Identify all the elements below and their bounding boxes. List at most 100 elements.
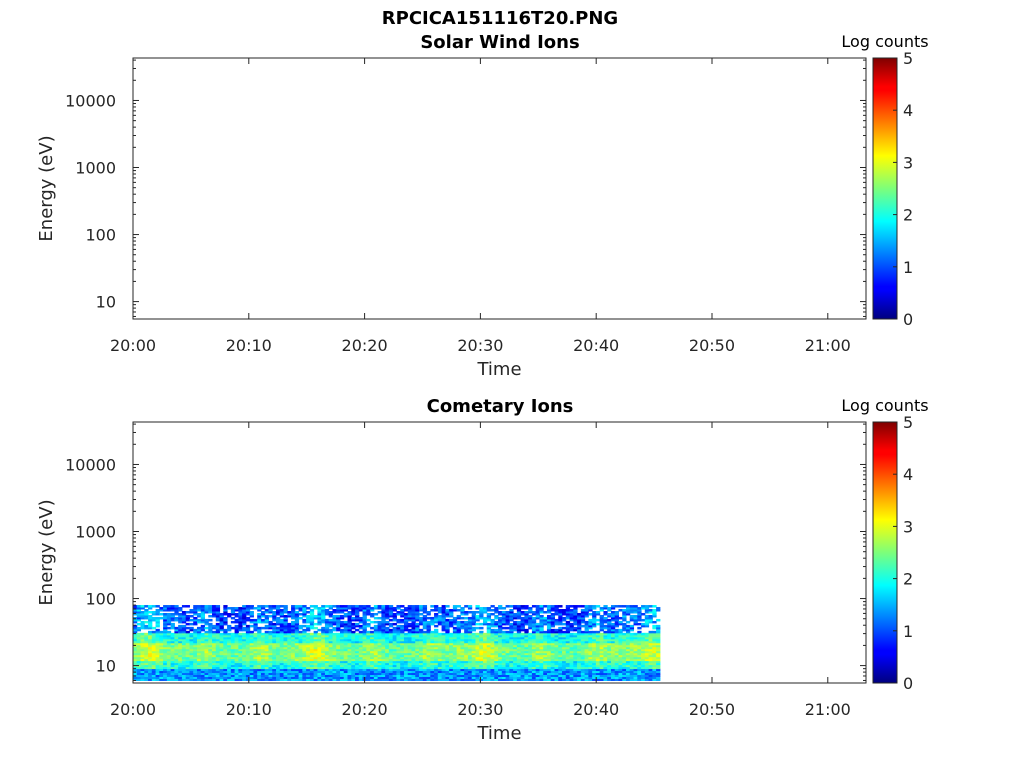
spectrogram-cell xyxy=(189,636,194,640)
spectrogram-cell xyxy=(234,654,239,658)
spectrogram-cell xyxy=(155,636,160,640)
spectrogram-cell xyxy=(215,666,221,670)
spectrogram-cell xyxy=(618,630,623,634)
spectrogram-cell xyxy=(362,642,367,646)
spectrogram-cell xyxy=(437,614,443,618)
spectrogram-cell xyxy=(366,607,371,610)
spectrogram-cell xyxy=(554,646,559,650)
spectrogram-cell xyxy=(245,636,251,640)
spectrogram-cell xyxy=(509,666,514,670)
spectrogram-cell xyxy=(347,654,352,658)
spectrogram-cell xyxy=(385,626,390,630)
spectrogram-cell xyxy=(219,678,224,681)
spectrogram-cell xyxy=(494,664,499,668)
spectrogram-cell xyxy=(279,634,285,638)
spectrogram-cell xyxy=(626,678,631,681)
spectrogram-cell xyxy=(415,656,420,660)
spectrogram-cell xyxy=(479,609,484,612)
spectrogram-cell xyxy=(434,644,439,648)
spectrogram-cell xyxy=(388,612,394,616)
spectrogram-cell xyxy=(313,607,318,610)
spectrogram-cell xyxy=(321,638,326,642)
spectrogram-cell xyxy=(415,642,420,646)
spectrogram-cell xyxy=(159,660,164,664)
spectrogram-cell xyxy=(460,658,465,662)
spectrogram-cell xyxy=(151,652,157,656)
spectrogram-cell xyxy=(133,678,138,681)
spectrogram-cell xyxy=(362,634,367,638)
spectrogram-cell xyxy=(407,636,412,640)
spectrogram-cell xyxy=(505,674,510,677)
spectrogram-cell xyxy=(396,640,401,644)
spectrogram-cell xyxy=(200,618,206,622)
spectrogram-cell xyxy=(260,611,266,614)
spectrogram-cell xyxy=(336,648,341,652)
spectrogram-cell xyxy=(140,660,145,664)
spectrogram-cell xyxy=(276,644,281,648)
spectrogram-cell xyxy=(238,611,243,614)
spectrogram-cell xyxy=(388,660,394,664)
spectrogram-cell xyxy=(148,622,153,626)
spectrogram-cell xyxy=(535,668,540,672)
spectrogram-cell xyxy=(347,636,352,640)
spectrogram-cell xyxy=(456,654,461,658)
spectrogram-cell xyxy=(343,646,349,650)
spectrogram-cell xyxy=(513,620,518,624)
spectrogram-cell xyxy=(460,678,465,681)
spectrogram-cell xyxy=(396,664,401,668)
spectrogram-cell xyxy=(641,634,646,638)
spectrogram-cell xyxy=(467,622,473,626)
spectrogram-cell xyxy=(336,678,341,681)
spectrogram-cell xyxy=(336,676,341,679)
spectrogram-cell xyxy=(471,650,476,654)
spectrogram-cell xyxy=(419,644,424,648)
spectrogram-cell xyxy=(230,648,236,652)
spectrogram-cell xyxy=(136,644,142,648)
spectrogram-cell xyxy=(373,616,379,620)
spectrogram-cell xyxy=(475,638,480,642)
spectrogram-cell xyxy=(260,672,266,676)
spectrogram-cell xyxy=(452,658,458,662)
spectrogram-cell xyxy=(539,648,544,652)
spectrogram-cell xyxy=(419,622,424,626)
spectrogram-cell xyxy=(580,660,586,664)
spectrogram-cell xyxy=(170,624,175,628)
spectrogram-cell xyxy=(422,620,428,624)
spectrogram-cell xyxy=(328,644,333,648)
spectrogram-cell xyxy=(347,674,352,677)
spectrogram-cell xyxy=(223,607,228,610)
spectrogram-cell xyxy=(486,624,492,628)
spectrogram-cell xyxy=(554,634,559,638)
spectrogram-cell xyxy=(200,660,206,664)
spectrogram-cell xyxy=(599,670,604,674)
spectrogram-cell xyxy=(140,640,145,644)
spectrogram-cell xyxy=(193,632,198,636)
spectrogram-cell xyxy=(516,672,522,676)
spectrogram-cell xyxy=(629,634,635,638)
spectrogram-cell xyxy=(166,640,172,644)
spectrogram-cell xyxy=(204,666,209,670)
spectrogram-cell xyxy=(460,648,465,652)
spectrogram-cell xyxy=(313,636,318,640)
spectrogram-cell xyxy=(355,650,360,654)
spectrogram-cell xyxy=(434,618,439,622)
spectrogram-cell xyxy=(215,611,221,614)
spectrogram-cell xyxy=(321,644,326,648)
spectrogram-cell xyxy=(599,640,604,644)
spectrogram-cell xyxy=(622,634,627,638)
spectrogram-cell xyxy=(475,614,480,618)
spectrogram-cell xyxy=(302,636,307,640)
spectrogram-cell xyxy=(245,611,251,614)
spectrogram-cell xyxy=(490,668,495,672)
spectrogram-cell xyxy=(588,666,593,670)
spectrogram-cell xyxy=(362,674,367,677)
spectrogram-cell xyxy=(403,614,409,618)
spectrogram-cell xyxy=(272,678,277,681)
spectrogram-cell xyxy=(422,644,428,648)
spectrogram-cell xyxy=(588,636,593,640)
spectrogram-cell xyxy=(283,609,288,612)
spectrogram-cell xyxy=(595,634,601,638)
spectrogram-cell xyxy=(234,672,239,676)
spectrogram-cell xyxy=(441,634,446,638)
spectrogram-cell xyxy=(449,664,454,668)
